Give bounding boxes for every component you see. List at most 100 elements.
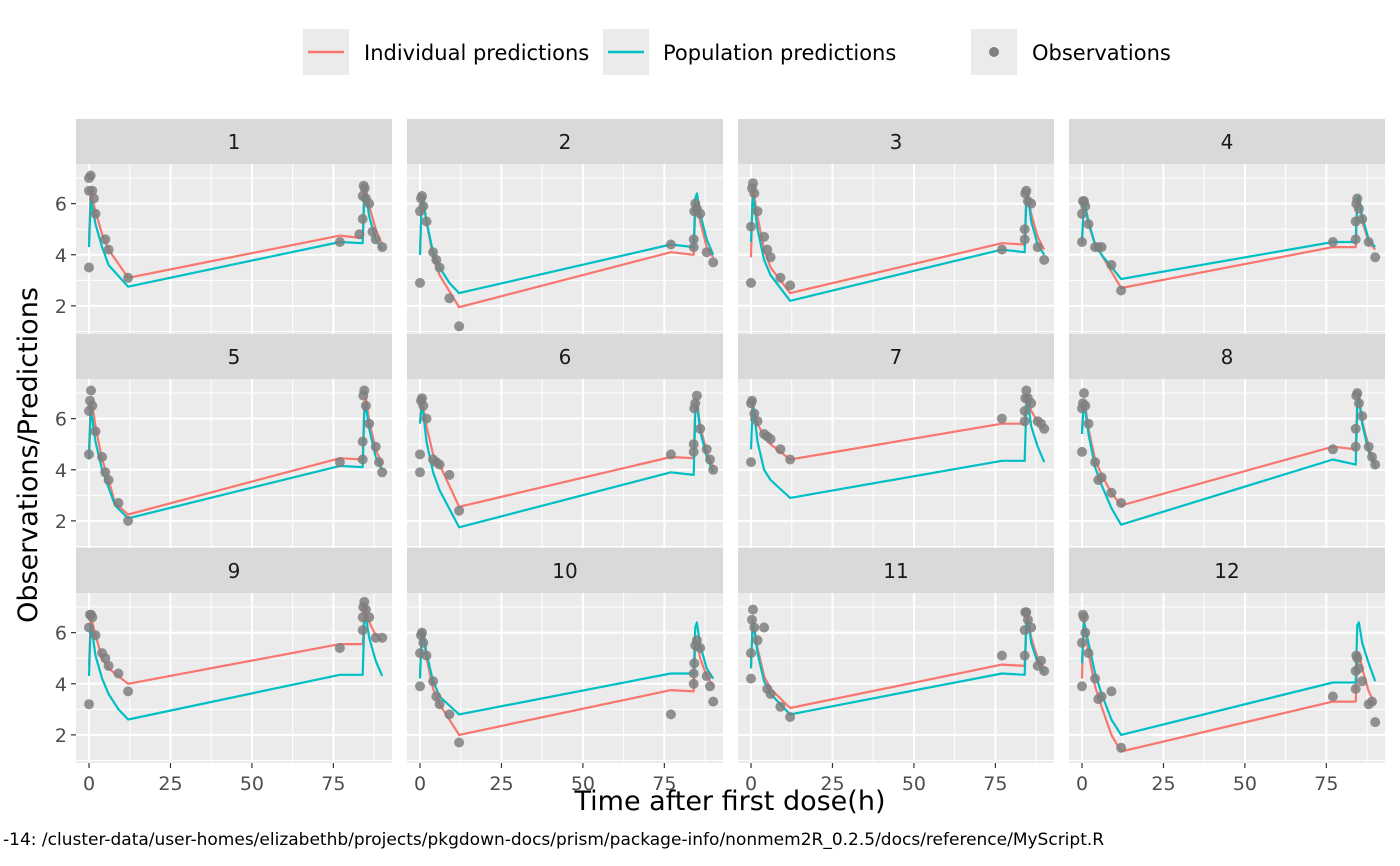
observation-point	[100, 467, 111, 478]
observation-point	[103, 660, 114, 671]
observation-point	[1083, 418, 1094, 429]
observation-point	[1350, 441, 1361, 452]
observation-point	[103, 475, 114, 485]
observation-point	[701, 247, 712, 258]
observation-point	[1090, 673, 1101, 684]
x-tick-label: 0	[745, 773, 757, 795]
observation-point	[334, 643, 345, 653]
legend-label-population: Population predictions	[663, 41, 896, 65]
observation-point	[88, 193, 99, 204]
observation-point	[785, 280, 796, 291]
observation-point	[1083, 648, 1094, 659]
y-tick-label: 4	[55, 245, 67, 267]
observation-point	[454, 737, 465, 748]
observation-point	[1367, 452, 1377, 462]
observation-point	[1039, 666, 1050, 676]
observation-point	[1079, 388, 1089, 399]
observation-point	[444, 709, 455, 720]
observation-point	[701, 671, 712, 682]
observation-point	[334, 457, 345, 468]
observation-point	[691, 635, 702, 646]
observation-point	[1106, 686, 1117, 697]
observation-point	[359, 596, 370, 607]
observation-point	[1039, 423, 1050, 434]
panel-background	[1069, 379, 1385, 549]
observation-point	[334, 237, 345, 247]
observation-point	[695, 643, 706, 653]
observation-point	[705, 681, 715, 692]
observation-point	[417, 627, 427, 638]
observation-point	[374, 457, 384, 468]
observation-point	[357, 454, 368, 465]
observation-point	[421, 216, 432, 227]
facet-panel: 4	[1069, 119, 1385, 334]
observation-point	[1079, 612, 1089, 623]
observation-point	[377, 242, 388, 253]
legend-label-observations: Observations	[1032, 41, 1171, 65]
facet-panel: 8	[1069, 334, 1385, 549]
observation-point	[748, 178, 758, 189]
facet-panel: 11	[738, 548, 1054, 763]
observation-point	[113, 668, 124, 679]
observation-point	[123, 272, 134, 283]
facet-strip	[76, 548, 392, 593]
observation-point	[431, 254, 442, 265]
observation-point	[688, 446, 699, 457]
observation-point	[665, 449, 676, 460]
population-predictions-line	[749, 618, 1046, 716]
y-tick-label: 2	[55, 511, 67, 533]
facet-strip-label: 8	[1221, 345, 1234, 369]
observation-point	[354, 229, 365, 240]
observation-point	[454, 505, 465, 516]
facet-strip-label: 1	[228, 130, 241, 154]
panel-background	[407, 164, 723, 334]
observation-point	[415, 467, 425, 478]
facet-strip	[407, 548, 723, 593]
y-tick-label: 6	[55, 409, 67, 431]
facet-strip	[738, 334, 1054, 379]
x-axis-title: Time after first dose(h)	[574, 786, 886, 817]
observation-point	[688, 678, 699, 689]
observation-point	[996, 650, 1007, 661]
observation-point	[746, 221, 756, 232]
observation-point	[765, 689, 776, 699]
x-tick-label: 0	[414, 773, 426, 795]
observation-point	[775, 444, 786, 455]
observation-point	[1350, 423, 1361, 434]
observation-point	[746, 457, 756, 468]
observation-point	[708, 696, 719, 707]
observation-point	[434, 262, 445, 273]
observation-point	[1019, 234, 1030, 245]
population-predictions-line	[87, 192, 384, 288]
facet-strip-label: 3	[890, 130, 903, 154]
observation-point	[418, 400, 429, 411]
observation-point	[1083, 219, 1094, 230]
facet-strip	[407, 119, 723, 164]
observation-point	[90, 426, 101, 437]
panel-background	[76, 593, 392, 763]
facet-strip-label: 10	[552, 559, 577, 583]
observation-point	[1077, 237, 1087, 247]
observation-point	[1077, 446, 1087, 457]
facet-strip	[407, 334, 723, 379]
x-tick-label: 0	[1076, 773, 1088, 795]
observation-point	[746, 673, 756, 684]
observation-point	[1036, 655, 1046, 666]
population-predictions-line	[87, 616, 384, 721]
observation-point	[85, 170, 96, 181]
facet-panel: 12	[1069, 548, 1385, 763]
observation-point	[84, 699, 94, 710]
observation-point	[1096, 472, 1107, 483]
observation-point	[759, 622, 770, 633]
observation-point	[434, 459, 445, 470]
observation-point	[377, 632, 388, 643]
observation-point	[417, 191, 427, 201]
observation-point	[415, 449, 425, 460]
observation-point	[746, 648, 756, 659]
observation-point	[360, 400, 371, 411]
caption: -14: /cluster-data/user-homes/elizabethb…	[3, 830, 1104, 850]
observation-point	[360, 604, 371, 615]
observation-point	[444, 293, 455, 304]
x-tick-label: 25	[820, 773, 844, 795]
observation-point	[87, 612, 98, 623]
